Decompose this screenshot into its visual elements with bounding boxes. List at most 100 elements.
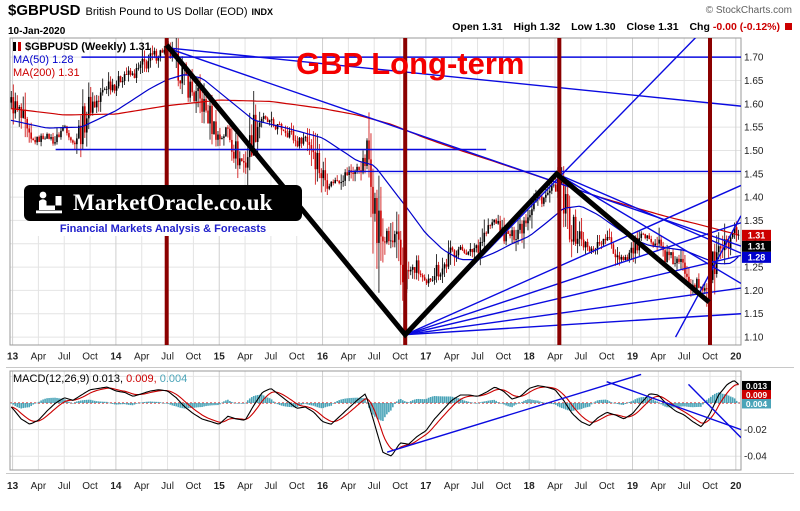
logo-tagline: Financial Markets Analysis & Forecasts <box>24 221 302 236</box>
legend-ma200: MA(200) 1.31 <box>13 67 80 79</box>
svg-text:Oct: Oct <box>392 352 408 363</box>
close-label: Close <box>626 21 656 33</box>
svg-text:Oct: Oct <box>599 352 615 363</box>
svg-text:1.70: 1.70 <box>744 53 764 64</box>
annotation-title: GBP Long-term <box>296 46 525 81</box>
close-value: 1.31 <box>658 21 679 33</box>
svg-text:Jul: Jul <box>58 481 71 492</box>
svg-text:Jul: Jul <box>574 481 587 492</box>
svg-text:Oct: Oct <box>599 481 615 492</box>
low-label: Low <box>571 21 593 33</box>
macd-blue-trendlines <box>386 373 741 453</box>
change-value: -0.00 (-0.12%) <box>712 21 780 33</box>
macd-date-axis-labels: 13 Apr Jul Oct 14 Apr Jul Oct 15 Apr Jul Oct 16 Apr Ju… <box>7 481 742 492</box>
svg-text:18: 18 <box>524 352 536 363</box>
svg-text:Oct: Oct <box>289 481 305 492</box>
macd-params-label: MACD(12,26,9) <box>13 373 90 385</box>
symbol-description: British Pound to US Dollar (EOD) <box>85 6 248 18</box>
svg-text:Apr: Apr <box>31 352 47 363</box>
svg-text:14: 14 <box>110 352 122 363</box>
svg-text:-0.04: -0.04 <box>744 452 767 463</box>
svg-text:0.013: 0.013 <box>746 381 768 391</box>
svg-text:Oct: Oct <box>186 352 202 363</box>
svg-text:Jul: Jul <box>471 352 484 363</box>
svg-text:Jul: Jul <box>368 481 381 492</box>
svg-text:20: 20 <box>730 352 742 363</box>
svg-text:14: 14 <box>110 481 122 492</box>
svg-text:Apr: Apr <box>651 352 667 363</box>
svg-text:18: 18 <box>524 481 536 492</box>
svg-text:1.15: 1.15 <box>744 309 764 320</box>
svg-text:1.20: 1.20 <box>744 286 764 297</box>
quote-row: 10-Jan-2020 Open 1.31 High 1.32 Low 1.30 Cl… <box>8 21 794 39</box>
macd-signal-value: 0.009, <box>123 373 157 385</box>
open-value: 1.31 <box>482 21 503 33</box>
svg-text:Apr: Apr <box>547 352 563 363</box>
high-value: 1.32 <box>539 21 561 33</box>
svg-text:Jul: Jul <box>678 352 691 363</box>
svg-text:Oct: Oct <box>289 352 305 363</box>
svg-text:Apr: Apr <box>651 481 667 492</box>
svg-text:0.009: 0.009 <box>746 390 768 400</box>
svg-text:15: 15 <box>214 481 226 492</box>
low-value: 1.30 <box>595 21 616 33</box>
svg-text:17: 17 <box>420 352 432 363</box>
svg-text:Jul: Jul <box>264 481 277 492</box>
change-down-indicator-icon <box>785 23 792 30</box>
svg-text:Apr: Apr <box>237 352 253 363</box>
svg-text:Apr: Apr <box>444 481 460 492</box>
main-chart-legend: $GBPUSD (Weekly) 1.31 MA(50) 1.28 MA(200… <box>13 41 151 80</box>
svg-text:1.31: 1.31 <box>748 242 766 252</box>
macd-legend: MACD(12,26,9) 0.013, 0.009, 0.004 <box>13 373 187 385</box>
svg-text:Apr: Apr <box>134 481 150 492</box>
svg-text:15: 15 <box>214 352 226 363</box>
price-axis-labels: 1.701.651.601.551.501.451.401.351.301.25… <box>742 53 771 344</box>
macd-hist-value: 0.004 <box>156 373 188 385</box>
svg-text:Jul: Jul <box>368 352 381 363</box>
svg-text:1.60: 1.60 <box>744 99 764 110</box>
svg-text:1.35: 1.35 <box>744 216 764 227</box>
svg-text:Oct: Oct <box>82 481 98 492</box>
svg-text:Oct: Oct <box>702 481 718 492</box>
svg-text:Apr: Apr <box>341 352 357 363</box>
open-label: Open <box>452 21 480 33</box>
svg-text:Jul: Jul <box>471 481 484 492</box>
svg-text:16: 16 <box>317 481 329 492</box>
marketoracle-logo-icon <box>36 191 62 214</box>
svg-text:1.55: 1.55 <box>744 123 764 134</box>
legend-symbol-row: $GBPUSD (Weekly) 1.31 <box>13 41 151 54</box>
candlestick-icon <box>13 42 21 51</box>
svg-text:Jul: Jul <box>58 352 71 363</box>
legend-ma50: MA(50) 1.28 <box>13 54 74 66</box>
svg-text:Jul: Jul <box>264 352 277 363</box>
legend-symbol-label: $GBPUSD (Weekly) 1.31 <box>25 41 151 53</box>
svg-text:Oct: Oct <box>702 352 718 363</box>
svg-text:19: 19 <box>627 481 639 492</box>
symbol-name: $GBPUSD <box>8 2 81 19</box>
marketoracle-logo-box: MarketOracle.co.uk <box>24 185 302 221</box>
svg-text:Apr: Apr <box>341 481 357 492</box>
svg-text:Jul: Jul <box>678 481 691 492</box>
svg-text:19: 19 <box>627 352 639 363</box>
svg-text:Oct: Oct <box>496 352 512 363</box>
svg-text:Apr: Apr <box>237 481 253 492</box>
svg-text:1.10: 1.10 <box>744 333 764 344</box>
marketoracle-logo[interactable]: MarketOracle.co.uk Financial Markets Ana… <box>24 185 302 236</box>
svg-text:Apr: Apr <box>134 352 150 363</box>
macd-value: 0.013, <box>89 373 124 385</box>
svg-text:Apr: Apr <box>444 352 460 363</box>
svg-text:Jul: Jul <box>161 352 174 363</box>
svg-text:1.45: 1.45 <box>744 169 764 180</box>
logo-text: MarketOracle.co.uk <box>73 190 273 215</box>
high-label: High <box>513 21 537 33</box>
svg-text:Oct: Oct <box>392 481 408 492</box>
change-label: Chg <box>689 21 710 33</box>
svg-text:Oct: Oct <box>496 481 512 492</box>
svg-text:1.25: 1.25 <box>744 263 764 274</box>
stockcharts-copyright-link[interactable]: © StockCharts.com <box>705 5 792 16</box>
svg-text:Oct: Oct <box>82 352 98 363</box>
exchange-tag: INDX <box>251 7 274 17</box>
